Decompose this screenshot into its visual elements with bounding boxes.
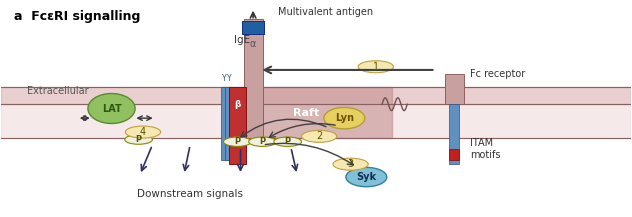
FancyBboxPatch shape [242, 21, 264, 33]
FancyBboxPatch shape [445, 74, 464, 104]
Circle shape [358, 61, 393, 73]
Text: Extracellular: Extracellular [27, 86, 88, 96]
FancyBboxPatch shape [449, 149, 459, 160]
Text: LAT: LAT [102, 104, 121, 113]
Circle shape [125, 135, 152, 144]
FancyBboxPatch shape [226, 87, 234, 160]
Text: Fc receptor: Fc receptor [470, 69, 525, 79]
Circle shape [274, 137, 301, 146]
Text: a  FcεRI signalling: a FcεRI signalling [14, 10, 140, 23]
Text: Raft: Raft [293, 108, 320, 118]
Text: 4: 4 [140, 127, 146, 137]
FancyBboxPatch shape [229, 87, 246, 164]
Text: P: P [135, 135, 142, 144]
Ellipse shape [88, 94, 135, 123]
Circle shape [333, 158, 368, 170]
Bar [1, 104, 631, 138]
Ellipse shape [324, 107, 365, 129]
Bar [222, 87, 391, 138]
Text: P: P [234, 137, 240, 146]
Text: Y: Y [222, 74, 227, 83]
Circle shape [301, 130, 337, 142]
Text: β: β [234, 100, 241, 109]
Text: Multivalent antigen: Multivalent antigen [278, 7, 374, 17]
Text: 1: 1 [373, 62, 379, 72]
Text: IgE: IgE [234, 35, 250, 45]
Text: P: P [284, 137, 291, 146]
Text: Lyn: Lyn [335, 113, 354, 123]
Text: P: P [260, 137, 265, 146]
Circle shape [125, 126, 161, 138]
Text: 2: 2 [316, 131, 322, 141]
Text: Downstream signals: Downstream signals [137, 189, 243, 199]
Circle shape [248, 137, 276, 146]
FancyBboxPatch shape [221, 87, 229, 160]
Text: α: α [250, 39, 256, 49]
Text: Syk: Syk [356, 172, 377, 182]
Text: 3: 3 [348, 159, 354, 169]
FancyBboxPatch shape [244, 18, 262, 138]
Circle shape [224, 137, 251, 146]
Ellipse shape [346, 167, 387, 187]
Text: ITAM
motifs: ITAM motifs [470, 138, 501, 160]
Bar [1, 87, 631, 104]
Text: Y: Y [227, 74, 231, 83]
FancyBboxPatch shape [449, 104, 459, 164]
